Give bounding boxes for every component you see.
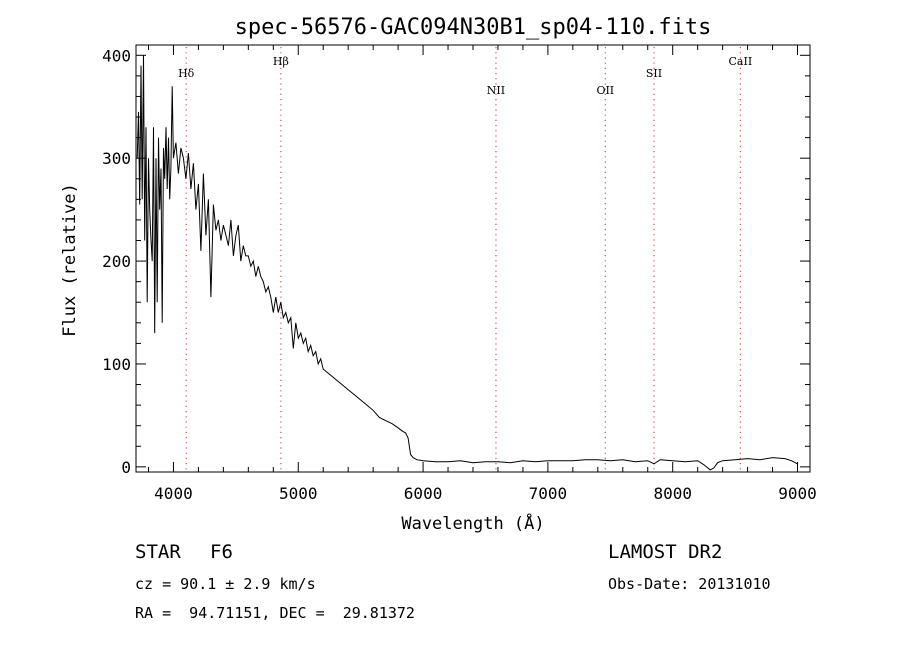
obs-date: Obs-Date: 20131010	[608, 575, 771, 593]
x-tick-label: 9000	[778, 484, 817, 503]
line-label-NII: NII	[487, 84, 505, 97]
object-subclass: F6	[210, 541, 233, 563]
y-axis-label: Flux (relative)	[60, 183, 80, 337]
x-axis-label: Wavelength (Å)	[401, 512, 544, 534]
y-tick-label: 300	[102, 149, 131, 168]
line-label-SII: SII	[646, 67, 662, 80]
redshift-info: cz = 90.1 ± 2.9 km/s	[135, 575, 316, 593]
spectrum-line	[136, 55, 798, 471]
emission-line-markers: Hδ Hβ NII OII SII CaII	[178, 47, 752, 470]
x-tick-label: 7000	[529, 484, 568, 503]
object-class: STAR	[135, 541, 181, 563]
y-tick-label: 400	[102, 46, 131, 65]
x-tick-label: 5000	[279, 484, 318, 503]
line-label-CaII: CaII	[729, 55, 753, 68]
coordinates: RA = 94.71151, DEC = 29.81372	[135, 604, 415, 622]
survey-name: LAMOST DR2	[608, 541, 723, 563]
plot-frame	[135, 44, 811, 473]
line-label-Hδ: Hδ	[178, 67, 195, 80]
axis-ticks: 4000 5000 6000 7000 8000 9000 0 100 200 300 400	[102, 45, 817, 503]
chart-title: spec-56576-GAC094N30B1_sp04-110.fits	[235, 15, 712, 40]
line-label-Hβ: Hβ	[273, 55, 289, 68]
y-tick-label: 100	[102, 355, 131, 374]
x-tick-label: 8000	[653, 484, 692, 503]
x-tick-label: 6000	[404, 484, 443, 503]
x-tick-label: 4000	[154, 484, 193, 503]
line-label-OII: OII	[596, 84, 614, 97]
y-tick-label: 200	[102, 252, 131, 271]
y-tick-label: 0	[121, 458, 131, 477]
